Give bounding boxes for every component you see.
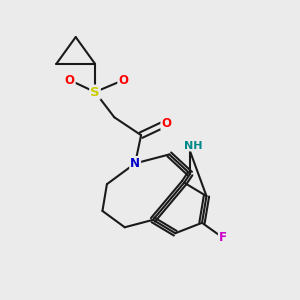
Text: O: O [118,74,128,87]
Text: NH: NH [184,140,202,151]
Text: O: O [161,117,171,130]
Text: O: O [65,74,75,87]
Text: S: S [90,85,100,98]
Text: N: N [130,157,140,170]
Text: F: F [219,231,227,244]
